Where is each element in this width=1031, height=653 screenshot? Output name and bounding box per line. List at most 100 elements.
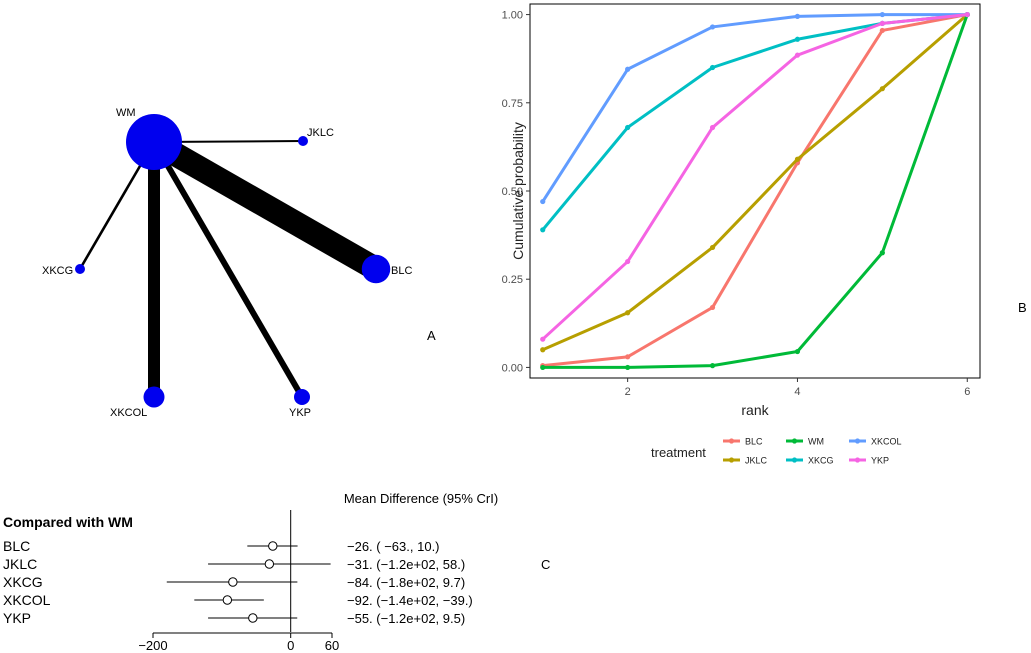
forest-x-tick-label: −200 [138,638,167,653]
forest-point-jklc [264,559,275,569]
forest-point-xkcol [222,595,233,605]
forest-row-label-jklc: JKLC [3,556,37,572]
forest-estimate-blc: −26. ( −63., 10.) [347,539,440,554]
legend-label-blc: BLC [745,437,763,447]
forest-row-label-blc: BLC [3,538,30,554]
rank-point-xkcol [879,11,885,18]
rank-point-xkcol [625,66,631,72]
legend-label-xkcg: XKCG [808,456,834,466]
legend-label-xkcol: XKCOL [871,437,902,447]
network-label-jklc: JKLC [307,127,334,139]
legend-key-dot-xkcg [791,457,798,463]
panel-label-c: C [541,557,550,572]
legend-title: treatment [651,445,706,460]
network-labels: WM JKLC BLC XKCG XKCOL YKP [42,107,412,419]
rank-x-ticks: 2 4 6 [625,378,970,398]
forest-x-tick-label: 0 [287,638,294,653]
rank-point-jklc [794,156,801,162]
rank-y-tick-label: 0.50 [502,186,523,198]
forest-point-blc [268,541,278,551]
rank-series-lines [540,11,970,371]
rank-point-xkcol [709,24,716,30]
rank-x-tick-label: 2 [625,386,631,398]
forest-rows: BLC −26. ( −63., 10.) JKLC −31. (−1.2e+02, … [3,510,473,632]
forest-point-ykp [248,613,258,623]
forest-panel: Mean Difference (95% CrI) Compared with … [3,491,550,653]
forest-group-label: Compared with WM [3,514,133,530]
network-node-jklc [298,136,308,146]
rank-point-xkcg [625,124,631,131]
legend-key-dot-ykp [854,457,861,463]
forest-x-axis: −200 0 60 [138,632,339,653]
network-label-wm: WM [116,107,136,119]
legend-label-jklc: JKLC [745,456,768,466]
forest-estimate-jklc: −31. (−1.2e+02, 58.) [347,557,465,572]
rank-point-ykp [879,20,885,27]
rank-y-axis-label: Cumulative probability [510,122,526,260]
network-node-wm [126,114,182,170]
rank-line-jklc [542,13,969,352]
forest-estimate-xkcg: −84. (−1.8e+02, 9.7) [347,575,465,590]
rank-point-xkcg [794,36,801,42]
rank-point-blc [879,27,885,34]
network-edges [78,131,382,399]
network-label-ykp: YKP [289,407,311,419]
network-label-xkcg: XKCG [42,265,73,277]
forest-title: Mean Difference (95% CrI) [344,491,498,506]
forest-x-tick-label: 60 [325,638,339,653]
rank-point-jklc [709,244,716,251]
forest-estimate-ykp: −55. (−1.2e+02, 9.5) [347,611,465,626]
rank-point-ykp [625,258,631,265]
rank-panel: 0.00 0.25 0.50 0.75 1.00 2 4 6 rank Cumulative… [502,3,1027,466]
rank-point-ykp [540,336,546,342]
rank-legend: BLC JKLC WM XKCG XKCOL YKP [723,437,902,466]
rank-point-xkcol [540,198,546,205]
rank-point-xkcol [794,13,801,19]
network-node-xkcg [75,264,85,274]
rank-line-ykp [541,13,968,341]
rank-line-wm [542,14,969,369]
forest-estimate-xkcol: −92. (−1.4e+02, −39.) [347,593,473,608]
rank-x-tick-label: 4 [794,386,800,398]
forest-row-label-ykp: YKP [3,610,31,626]
rank-point-ykp [964,11,970,18]
network-edge-ykp [151,140,305,399]
legend-key-dot-wm [791,438,798,444]
rank-y-tick-label: 0.00 [502,362,523,374]
network-node-xkcol [143,386,165,408]
network-label-xkcol: XKCOL [110,407,147,419]
network-node-ykp [294,389,310,405]
legend-key-dot-blc [728,438,735,444]
network-node-blc [361,254,391,284]
rank-point-xkcg [709,64,716,71]
network-edge-blc [148,131,382,280]
network-label-blc: BLC [391,265,412,277]
legend-label-ykp: YKP [871,456,889,466]
rank-point-blc [709,304,716,311]
panel-label-b: B [1018,300,1027,315]
rank-y-tick-label: 1.00 [502,10,523,22]
forest-row-label-xkcol: XKCOL [3,592,51,608]
rank-point-blc [625,354,631,360]
rank-y-tick-label: 0.75 [502,98,523,110]
rank-point-ykp [794,52,801,58]
rank-point-jklc [879,86,885,92]
rank-point-ykp [709,124,716,131]
rank-y-ticks: 0.00 0.25 0.50 0.75 1.00 [502,10,530,374]
rank-line-blc [542,13,968,368]
rank-point-wm [625,364,631,371]
legend-label-wm: WM [808,437,824,447]
rank-point-jklc [540,347,546,353]
rank-point-wm [540,364,546,371]
rank-line-xkcol [541,13,968,203]
legend-key-dot-xkcol [854,438,861,444]
rank-point-xkcg [540,227,546,233]
forest-row-label-xkcg: XKCG [3,574,43,590]
rank-point-wm [879,250,885,256]
panel-label-a: A [427,328,436,343]
rank-x-axis-label: rank [741,402,769,418]
forest-point-xkcg [228,577,238,587]
network-panel: WM JKLC BLC XKCG XKCOL YKP A [42,107,436,419]
rank-plot-frame [529,3,981,379]
